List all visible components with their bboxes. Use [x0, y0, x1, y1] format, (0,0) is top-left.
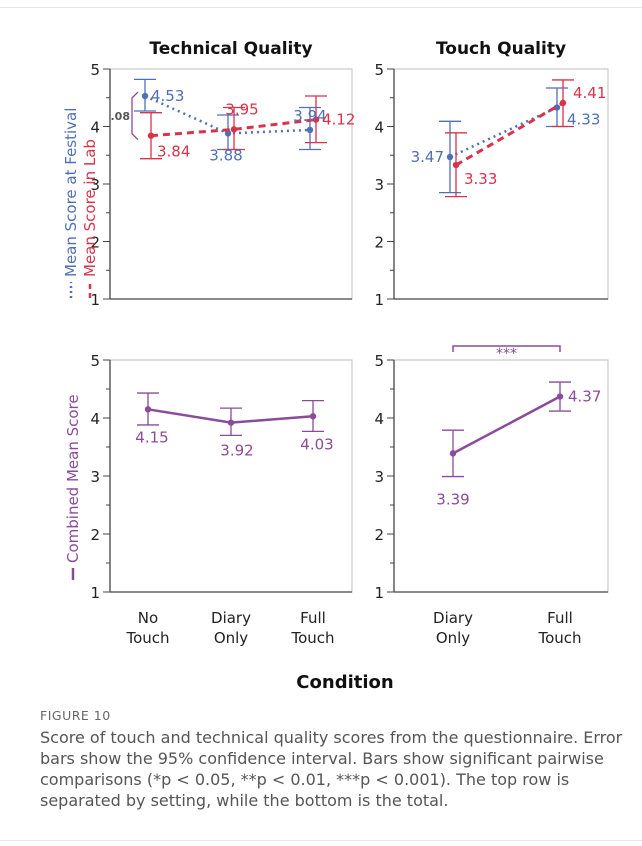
y-tick-label: 2: [374, 526, 384, 544]
caption-label: FIGURE 10: [40, 708, 111, 723]
data-label: 4.15: [135, 428, 168, 446]
figure-caption: FIGURE 10 Score of touch and technical q…: [40, 708, 630, 811]
panel-title-touch: Touch Quality: [436, 39, 566, 59]
y-tick-label: 3: [374, 468, 384, 486]
y-tick-label: 4: [90, 119, 100, 137]
y-title-top: Mean Score at Festival Mean Score in Lab: [62, 108, 99, 298]
top-rule: [0, 7, 642, 8]
data-label: 3.94: [293, 107, 326, 125]
plot-frame: [109, 359, 353, 593]
data-point: [452, 161, 460, 169]
data-label: 3.92: [220, 442, 253, 460]
series-line: [452, 395, 561, 455]
caption-text: Score of touch and technical quality sco…: [40, 728, 623, 810]
series-line: [150, 118, 317, 138]
data-point: [312, 116, 320, 123]
data-label: 4.37: [568, 388, 601, 406]
y-tick-label: 2: [374, 234, 384, 252]
data-label: 3.84: [157, 143, 190, 161]
plot-frame: [393, 68, 609, 300]
data-point: [147, 132, 155, 139]
data-label: 4.12: [322, 111, 355, 129]
bracket-label: .08: [111, 110, 131, 123]
data-label: 3.88: [209, 146, 242, 164]
y-tick-label: 2: [90, 526, 100, 544]
plots-layer: 1 2 3 4 5 4.53 3.84 3.88 3.95 3.944.12 .08 1 2 3 4 5 3.4…: [90, 61, 609, 647]
y-tick-label: 1: [374, 584, 384, 602]
y-tick-label: 1: [90, 584, 100, 602]
data-label: 4.41: [573, 84, 606, 102]
bottom-rule: [0, 840, 642, 841]
data-label: 4.03: [300, 435, 333, 453]
y-tick-label: 4: [90, 410, 100, 428]
y-tick-label: 1: [374, 291, 384, 309]
data-point: [306, 126, 314, 134]
panel-tech: 1 2 3 4 5 4.53 3.84 3.88 3.95 3.944.12 .08: [90, 61, 355, 309]
series-line: [449, 106, 558, 159]
y-title-festival: Mean Score at Festival: [62, 108, 80, 277]
y-tick-label: 5: [90, 352, 100, 370]
panel-combtech: 1 2 3 4 5 No Touch Diary Only Full Touch 4.15 3.92 4.…: [90, 352, 353, 647]
y-tick-label: 3: [90, 176, 100, 194]
panel-title-technical: Technical Quality: [149, 39, 312, 59]
y-tick-label: 4: [374, 119, 384, 137]
y-tick-label: 2: [90, 234, 100, 252]
panel-touch: 1 2 3 4 5 3.47 3.33 4.41 4.33: [374, 61, 609, 309]
y-title-lab: Mean Score in Lab: [81, 139, 99, 277]
significance-bar: [452, 345, 561, 352]
data-label: 3.47: [411, 148, 444, 166]
y-tick-label: 5: [374, 61, 384, 79]
x-tick-label: Full Touch: [537, 609, 581, 647]
data-point: [559, 99, 567, 107]
x-tick-label: Diary Only: [433, 609, 473, 647]
data-label: 3.95: [225, 100, 258, 118]
data-point: [446, 153, 454, 161]
y-title-bottom: Combined Mean Score: [64, 394, 82, 580]
data-point: [556, 393, 564, 400]
y-tick-label: 5: [374, 352, 384, 370]
data-point: [309, 413, 317, 420]
data-point: [227, 419, 235, 426]
data-point: [449, 450, 457, 457]
data-point: [224, 130, 232, 137]
comparison-bracket: [131, 91, 139, 141]
data-point: [553, 104, 561, 111]
data-label: 4.53: [151, 87, 184, 105]
data-point: [144, 406, 152, 413]
y-tick-label: 1: [90, 291, 100, 309]
data-point: [230, 126, 238, 133]
y-tick-label: 3: [374, 176, 384, 194]
data-point: [141, 92, 149, 100]
x-tick-label: Full Touch: [290, 609, 334, 647]
x-tick-label: Diary Only: [211, 609, 251, 647]
y-tick-label: 5: [90, 61, 100, 79]
x-axis-title: Condition: [296, 672, 393, 693]
y-tick-label: 4: [374, 410, 384, 428]
data-label: 4.33: [567, 111, 600, 129]
y-tick-label: 3: [90, 468, 100, 486]
data-label: 3.39: [436, 490, 469, 508]
data-label: 3.33: [464, 170, 497, 188]
x-tick-label: No Touch: [125, 609, 169, 647]
figure-chart: 1 2 3 4 5 4.53 3.84 3.88 3.95 3.944.12 .08 1 2 3 4 5 3.4…: [62, 39, 609, 693]
panel-combtouch: 1 2 3 4 5 Diary Only Full Touch 3.39 4.37 ***: [374, 345, 609, 647]
y-title-combined: Combined Mean Score: [64, 394, 82, 563]
significance-label: ***: [496, 346, 517, 362]
series-line: [455, 101, 564, 167]
